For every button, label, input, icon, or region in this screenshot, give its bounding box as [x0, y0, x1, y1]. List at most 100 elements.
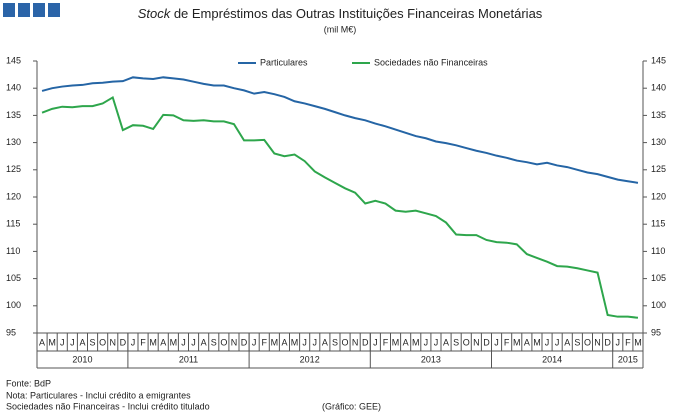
month-label: S — [90, 337, 96, 347]
month-label: J — [252, 337, 257, 347]
year-label: 2012 — [300, 354, 320, 364]
year-label: 2015 — [618, 354, 638, 364]
month-label: A — [39, 337, 45, 347]
month-label: J — [424, 337, 429, 347]
month-label: J — [494, 337, 499, 347]
y2-tick-label: 145 — [651, 55, 666, 65]
y-tick-label: 140 — [6, 83, 21, 93]
y-tick-label: 125 — [6, 164, 21, 174]
month-label: M — [149, 337, 157, 347]
logo-square — [3, 3, 15, 17]
month-label: F — [625, 337, 631, 347]
y-tick-label: 95 — [6, 327, 16, 337]
month-label: A — [524, 337, 530, 347]
month-label: A — [564, 337, 570, 347]
month-label: A — [322, 337, 328, 347]
month-label: J — [434, 337, 439, 347]
y2-tick-label: 95 — [651, 327, 661, 337]
month-label: S — [574, 337, 580, 347]
month-label: D — [241, 337, 248, 347]
month-label: A — [443, 337, 449, 347]
y-tick-label: 130 — [6, 137, 21, 147]
month-label: S — [332, 337, 338, 347]
month-label: M — [291, 337, 299, 347]
legend-label: Sociedades não Financeiras — [374, 57, 488, 67]
month-label: N — [231, 337, 238, 347]
month-label: M — [48, 337, 56, 347]
subtitle: (mil M€) — [324, 24, 357, 34]
month-label: F — [140, 337, 146, 347]
month-label: O — [220, 337, 227, 347]
month-label: F — [383, 337, 389, 347]
title-rest: de Empréstimos das Outras Instituições F… — [170, 6, 543, 21]
year-label: 2014 — [542, 354, 562, 364]
y2-tick-label: 105 — [651, 273, 666, 283]
month-label: J — [373, 337, 378, 347]
chart-title: Stock de Empréstimos das Outras Institui… — [138, 6, 543, 21]
y2-tick-label: 140 — [651, 83, 666, 93]
month-label: O — [99, 337, 106, 347]
series-line — [41, 76, 639, 184]
note: Sociedades não Financeiras - Inclui créd… — [6, 401, 210, 411]
y2-tick-label: 100 — [651, 300, 666, 310]
year-label: 2011 — [179, 354, 198, 364]
title-italic: Stock — [138, 6, 172, 21]
month-label: M — [634, 337, 642, 347]
month-label: S — [453, 337, 459, 347]
month-label: M — [271, 337, 279, 347]
month-label: F — [504, 337, 510, 347]
month-label: J — [131, 337, 136, 347]
credit: (Gráfico: GEE) — [322, 401, 381, 411]
month-label: J — [545, 337, 550, 347]
month-label: F — [262, 337, 268, 347]
year-label: 2013 — [421, 354, 441, 364]
month-label: A — [201, 337, 207, 347]
y2-tick-label: 130 — [651, 137, 666, 147]
month-label: N — [110, 337, 117, 347]
y2-tick-label: 125 — [651, 164, 666, 174]
month-label: M — [392, 337, 400, 347]
month-label: J — [555, 337, 560, 347]
note: Fonte: BdP — [6, 378, 51, 388]
month-label: M — [513, 337, 521, 347]
y-tick-label: 145 — [6, 55, 21, 65]
logo-square — [48, 3, 60, 17]
month-label: D — [483, 337, 490, 347]
month-label: J — [313, 337, 318, 347]
logo-square — [33, 3, 45, 17]
month-label: O — [342, 337, 349, 347]
series-line — [41, 95, 639, 319]
month-label: N — [473, 337, 480, 347]
month-label: M — [170, 337, 178, 347]
month-label: J — [181, 337, 186, 347]
month-label: O — [584, 337, 591, 347]
month-label: A — [79, 337, 85, 347]
y2-tick-label: 120 — [651, 191, 666, 201]
logo-square — [18, 3, 30, 17]
y-tick-label: 115 — [6, 219, 20, 229]
month-label: M — [412, 337, 420, 347]
y2-tick-label: 135 — [651, 110, 666, 120]
y-tick-label: 100 — [6, 300, 21, 310]
month-label: D — [120, 337, 127, 347]
month-label: J — [60, 337, 65, 347]
month-label: N — [594, 337, 601, 347]
month-label: S — [211, 337, 217, 347]
month-label: A — [403, 337, 409, 347]
y2-tick-label: 115 — [651, 219, 665, 229]
note: Nota: Particulares - Inclui crédito a em… — [6, 390, 191, 400]
month-label: O — [463, 337, 470, 347]
month-label: M — [533, 337, 541, 347]
month-label: A — [281, 337, 287, 347]
month-label: J — [191, 337, 196, 347]
y2-tick-label: 110 — [651, 246, 665, 256]
month-label: N — [352, 337, 359, 347]
year-label: 2010 — [72, 354, 92, 364]
month-label: J — [302, 337, 307, 347]
y-tick-label: 110 — [6, 246, 20, 256]
month-label: D — [604, 337, 611, 347]
y-tick-label: 135 — [6, 110, 21, 120]
month-label: J — [616, 337, 621, 347]
y-tick-label: 120 — [6, 191, 21, 201]
